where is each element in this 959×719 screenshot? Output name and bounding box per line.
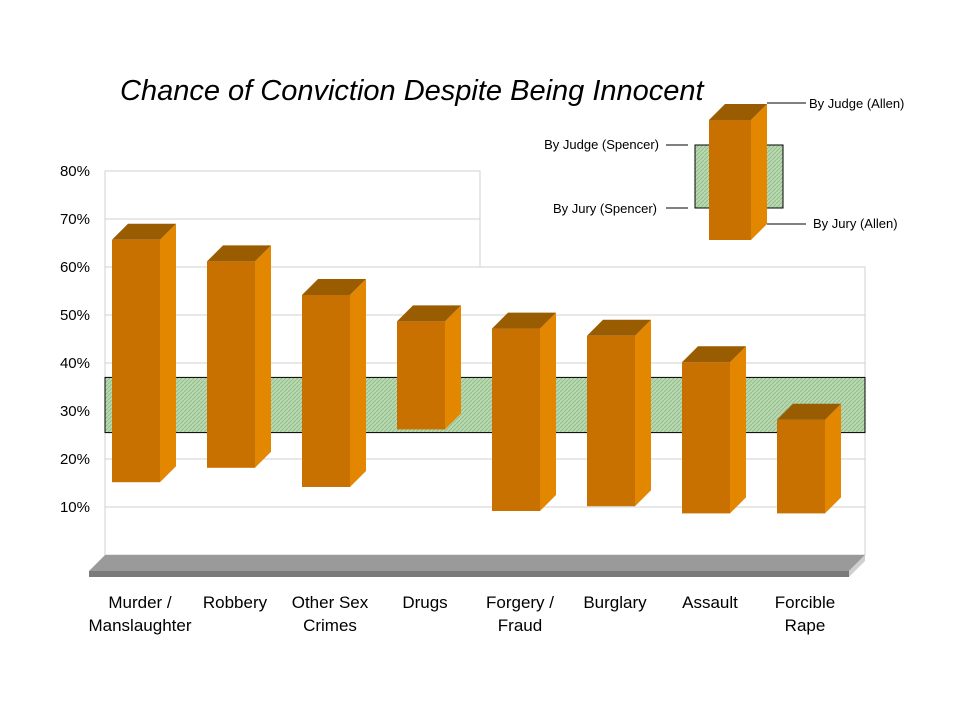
x-tick-label: Other Sex Crimes [292,593,369,635]
bar-side [751,104,767,240]
bar-front [112,239,160,483]
bar-top [777,403,841,420]
bar-top [112,223,176,240]
bar-front [207,261,255,468]
bar-4 [397,305,461,430]
bar-front [709,120,751,240]
bar-top [397,305,461,322]
bar-side [445,305,461,430]
x-tick-label: Burglary [583,593,647,612]
y-axis-ticks: 10% 20% 30% 40% 50% 60% 70% 80% [60,163,90,516]
bar-8 [777,403,841,514]
x-tick-label: Assault [682,593,738,612]
y-tick-label: 70% [60,211,90,228]
bar-top [682,346,746,363]
floor-side [849,555,865,577]
bar-side [350,279,366,487]
legend-bar-swatch [709,104,767,240]
floor-front [89,571,849,577]
y-tick-label: 20% [60,451,90,468]
y-tick-label: 60% [60,259,90,276]
bar-front [682,362,730,514]
bar-top [587,319,651,336]
bar-front [777,419,825,514]
bar-7 [682,346,746,514]
bar-2 [207,245,271,468]
bar-side [730,346,746,514]
y-tick-label: 40% [60,355,90,372]
bar-1 [112,223,176,483]
bar-top [302,279,366,295]
bar-side [540,312,556,511]
floor-top [89,555,865,571]
bar-3 [302,279,366,487]
bar-front [492,328,540,511]
y-tick-label: 50% [60,307,90,324]
bar-top [709,104,767,120]
bar-side [255,245,271,468]
x-tick-label: Murder / Manslaughter [88,593,191,635]
legend-label-judge-spencer: By Judge (Spencer) [544,137,659,152]
x-axis-categories: Murder / Manslaughter Robbery Other Sex Crim… [88,593,835,635]
legend-label-jury-spencer: By Jury (Spencer) [553,201,657,216]
y-tick-label: 80% [60,163,90,180]
legend: By Judge (Allen) By Judge (Spencer) By J… [544,96,904,240]
bars [112,223,841,514]
legend-label-jury-allen: By Jury (Allen) [813,216,898,231]
bar-side [635,319,651,507]
bar-front [302,295,350,487]
bar-front [397,321,445,430]
y-tick-label: 10% [60,499,90,516]
legend-label-judge-allen: By Judge (Allen) [809,96,904,111]
bar-5 [492,312,556,511]
x-tick-label: Forcible Rape [775,593,835,635]
bar-top [492,312,556,329]
x-tick-label: Forgery / Fraud [486,593,554,635]
bar-top [207,245,271,262]
bar-6 [587,319,651,507]
y-tick-label: 30% [60,403,90,420]
bar-side [160,223,176,483]
x-tick-label: Robbery [203,593,268,612]
bar-side [825,403,841,514]
x-tick-label: Drugs [402,593,447,612]
legend-bar [709,104,767,240]
bar-front [587,335,635,507]
chart-floor [89,555,865,577]
chart-title: Chance of Conviction Despite Being Innoc… [120,75,706,107]
